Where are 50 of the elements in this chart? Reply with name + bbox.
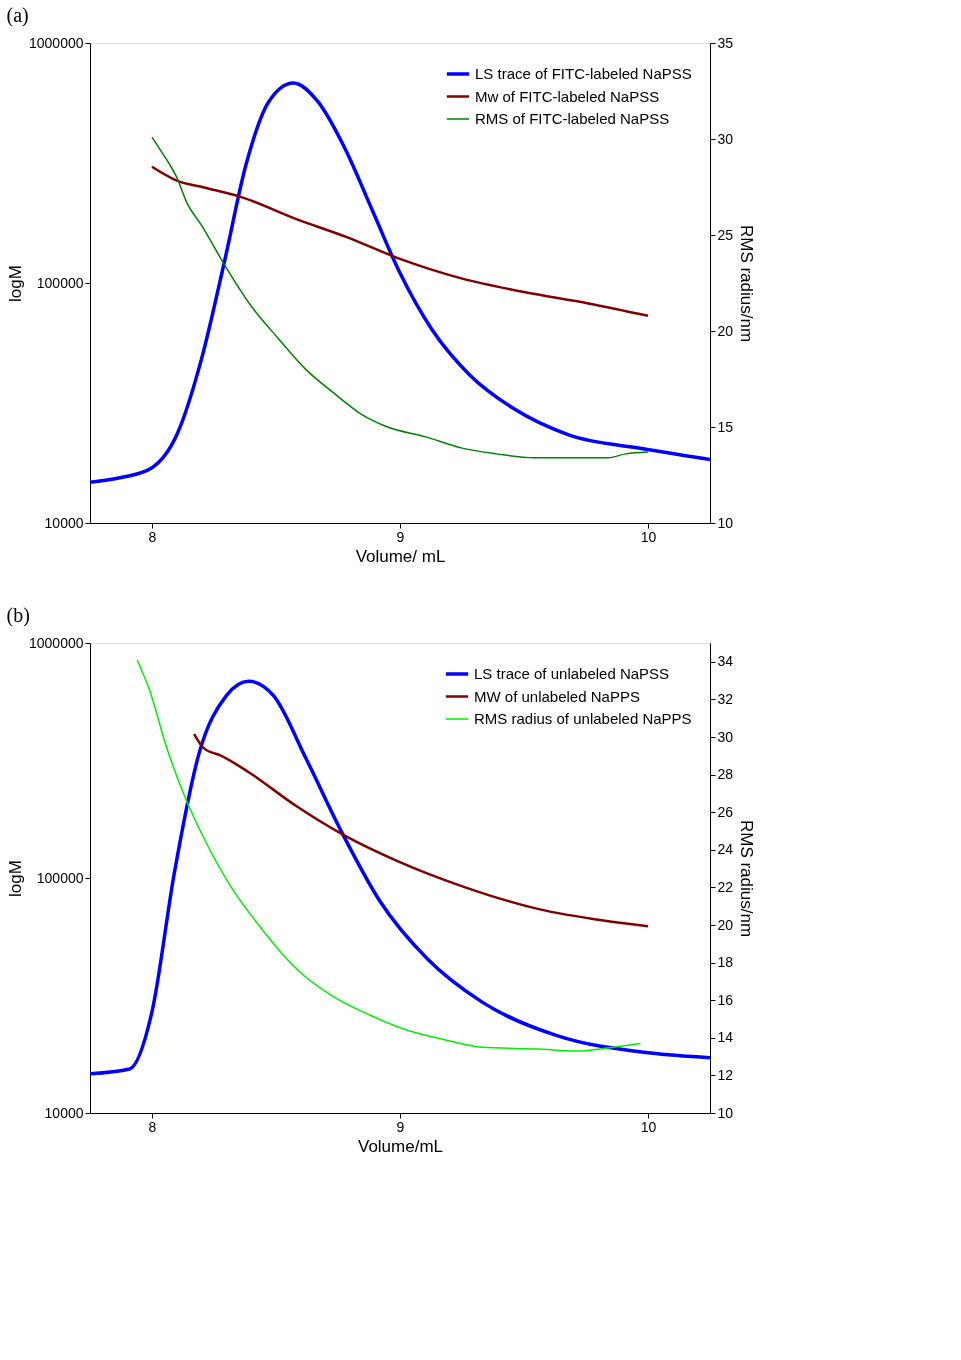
y2-tick-label: 22 — [717, 878, 734, 895]
x-tick-label: 10 — [640, 528, 657, 545]
y2-tick-label: 26 — [717, 803, 734, 820]
x-tick-label: 8 — [148, 528, 157, 545]
y-tick-label: 100000 — [36, 869, 84, 886]
y2-tick-label: 30 — [717, 130, 734, 147]
y-axis-title: logM — [6, 265, 25, 302]
y-tick-label: 1000000 — [28, 634, 84, 651]
x-tick-label: 9 — [396, 528, 405, 545]
y-tick-label: 10000 — [44, 514, 84, 531]
y2-tick-label: 20 — [717, 322, 734, 339]
x-tick-label: 9 — [396, 1118, 405, 1135]
y2-tick-label: 16 — [717, 991, 734, 1008]
y2-tick-label: 14 — [717, 1029, 734, 1046]
y2-tick-label: 10 — [717, 1104, 734, 1121]
y2-tick-label: 35 — [717, 34, 734, 51]
y-tick-label: 100000 — [36, 274, 84, 291]
y2-axis-title: RMS radius/nm — [737, 819, 757, 938]
y2-tick-label: 18 — [717, 954, 734, 971]
legend-label: RMS radius of unlabeled NaPPS — [474, 710, 692, 727]
y2-tick-label: 20 — [717, 916, 734, 933]
x-tick-label: 10 — [640, 1118, 657, 1135]
legend-label: LS trace of unlabeled NaPSS — [474, 665, 670, 682]
y2-tick-label: 25 — [717, 226, 734, 243]
chart-title: (b) — [6, 604, 30, 627]
y-tick-label: 1000000 — [28, 34, 84, 51]
y2-tick-label: 12 — [717, 1066, 734, 1083]
legend-label: Mw of FITC-labeled NaPSS — [475, 87, 660, 105]
y2-tick-label: 24 — [717, 841, 734, 858]
legend-label: MW of unlabeled NaPPS — [474, 687, 640, 705]
line-series — [90, 679, 710, 1076]
x-axis-title: Volume/mL — [357, 1136, 444, 1156]
line-series — [90, 81, 710, 484]
line-series — [151, 136, 649, 459]
y2-tick-label: 30 — [717, 728, 734, 745]
chart-title: (a) — [6, 4, 29, 27]
x-tick-label: 8 — [148, 1118, 157, 1135]
x-axis-title: Volume/ mL — [355, 546, 446, 566]
y2-tick-label: 10 — [717, 514, 734, 531]
line-series — [150, 165, 650, 318]
y-tick-label: 10000 — [44, 1104, 84, 1121]
y-axis-title: logM — [6, 860, 25, 897]
y2-tick-label: 32 — [717, 690, 734, 707]
y2-tick-label: 28 — [717, 766, 734, 783]
y2-axis-title: RMS radius/nm — [737, 224, 757, 343]
legend-label: RMS of FITC-labeled NaPSS — [475, 110, 670, 127]
y2-tick-label: 34 — [717, 653, 734, 670]
legend-label: LS trace of FITC-labeled NaPSS — [475, 65, 692, 82]
y2-tick-label: 15 — [717, 418, 734, 435]
line-series — [192, 732, 650, 928]
